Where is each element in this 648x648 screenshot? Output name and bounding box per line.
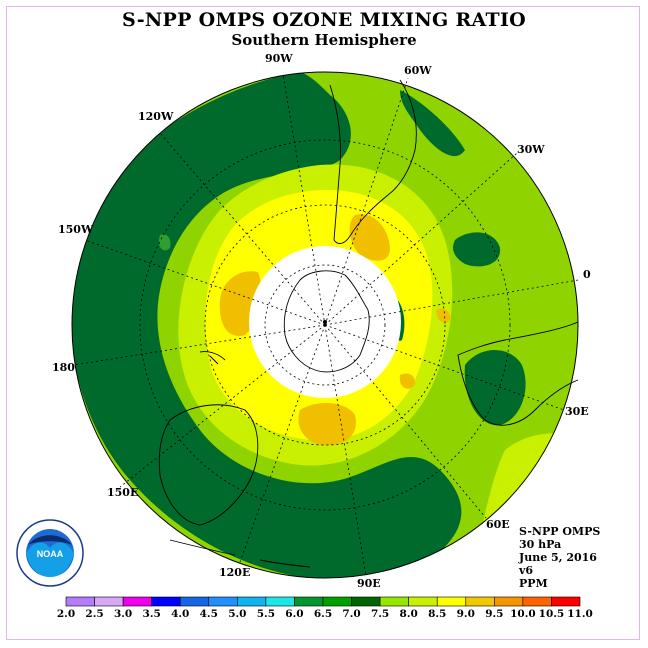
lon-label-30w: 30W xyxy=(517,143,545,156)
colorbar-tick-label: 4.5 xyxy=(200,608,218,620)
field-dark-green-africa xyxy=(464,350,526,426)
coast-indonesia xyxy=(169,539,311,568)
info-instrument: S-NPP OMPS xyxy=(519,525,601,538)
colorbar-swatch xyxy=(94,596,124,607)
info-level: 30 hPa xyxy=(519,538,562,551)
colorbar-tick-label: 4.0 xyxy=(171,608,189,620)
colorbar-tick-label: 3.0 xyxy=(114,608,132,620)
coast-south-america xyxy=(329,79,417,244)
lon-label-0: 0 xyxy=(583,268,591,281)
colorbar-tick-label: 6.0 xyxy=(285,608,303,620)
lon-label-60w: 60W xyxy=(404,64,432,77)
field-orange-east xyxy=(436,308,451,323)
south-pole-marker xyxy=(323,320,327,324)
colorbar-tick-label: 2.0 xyxy=(57,608,75,620)
lon-label-90w: 90W xyxy=(265,52,293,65)
colorbar-tick-label: 5.5 xyxy=(257,608,275,620)
coast-africa xyxy=(457,321,579,426)
map-boundary xyxy=(71,71,579,579)
colorbar-tick-label: 7.0 xyxy=(342,608,360,620)
colorbar-tick-label: 3.5 xyxy=(143,608,161,620)
colorbar-swatch xyxy=(494,596,524,607)
colorbar-swatch xyxy=(208,596,238,607)
colorbar-swatch xyxy=(237,596,267,607)
colorbar-tick-label: 11.0 xyxy=(567,608,593,620)
lon-label-120w: 120W xyxy=(138,110,174,123)
figure-frame xyxy=(6,6,640,640)
colorbar-swatch xyxy=(65,596,95,607)
lon-label-90e: 90E xyxy=(357,577,381,590)
colorbar-swatch xyxy=(436,596,467,607)
colorbar-tick-label: 9.0 xyxy=(457,608,475,620)
colorbar-tick-label: 6.5 xyxy=(314,608,332,620)
coastlines xyxy=(158,79,579,568)
colorbar-swatch xyxy=(465,596,495,607)
colorbar-tick-label: 9.5 xyxy=(485,608,503,620)
graticule xyxy=(73,73,579,577)
colorbar-swatch xyxy=(122,596,152,607)
noaa-logo-text: NOAA xyxy=(37,549,64,559)
lon-label-60e: 60E xyxy=(486,518,510,531)
field-dark-green-atlantic-north xyxy=(400,90,465,157)
colorbar-swatch xyxy=(551,596,581,607)
colorbar-tick-label: 5.0 xyxy=(228,608,246,620)
coast-australia xyxy=(158,404,259,526)
info-version: v6 xyxy=(519,564,534,577)
colorbar: 2.0 2.5 3.0 3.5 4.0 4.5 5.0 5.5 6.0 6.5 7.0 7.5 8.0 8… xyxy=(57,596,593,620)
colorbar-tick-label: 2.5 xyxy=(85,608,103,620)
colorbar-tick-label: 10.0 xyxy=(510,608,536,620)
colorbar-swatch xyxy=(265,596,295,607)
colorbar-swatch xyxy=(351,596,381,607)
colorbar-tick-label: 7.5 xyxy=(371,608,389,620)
map-subtitle: Southern Hemisphere xyxy=(231,31,417,49)
lon-label-180: 180 xyxy=(52,361,75,374)
colorbar-swatch xyxy=(151,596,181,607)
map-title: S-NPP OMPS OZONE MIXING RATIO xyxy=(121,9,527,31)
field-dark-green-pacific xyxy=(72,72,462,578)
lon-label-30e: 30E xyxy=(565,405,589,418)
lon-label-120e: 120E xyxy=(219,566,251,579)
colorbar-swatch xyxy=(179,596,210,607)
field-dark-green-atlantic xyxy=(453,232,501,267)
field-orange-small xyxy=(399,373,416,389)
map-info-block: S-NPP OMPS 30 hPa June 5, 2016 v6 PPM xyxy=(519,525,600,590)
colorbar-swatch xyxy=(294,596,324,607)
colorbar-swatch xyxy=(379,596,409,607)
colorbar-tick-label: 8.0 xyxy=(400,608,418,620)
coast-antarctica xyxy=(283,270,370,373)
coast-new-zealand xyxy=(199,351,226,365)
info-date: June 5, 2016 xyxy=(519,551,597,564)
colorbar-tick-label: 10.5 xyxy=(539,608,565,620)
lon-label-150e: 150E xyxy=(107,486,139,499)
field-orange-atlantic xyxy=(349,214,390,261)
colorbar-tick-label: 8.5 xyxy=(428,608,446,620)
lon-label-150w: 150W xyxy=(58,223,94,236)
colorbar-swatch xyxy=(522,596,552,607)
info-units: PPM xyxy=(519,577,548,590)
field-orange-indian xyxy=(298,403,356,446)
colorbar-swatch xyxy=(322,596,352,607)
colorbar-swatch xyxy=(408,596,438,607)
noaa-logo: NOAA xyxy=(16,519,84,587)
